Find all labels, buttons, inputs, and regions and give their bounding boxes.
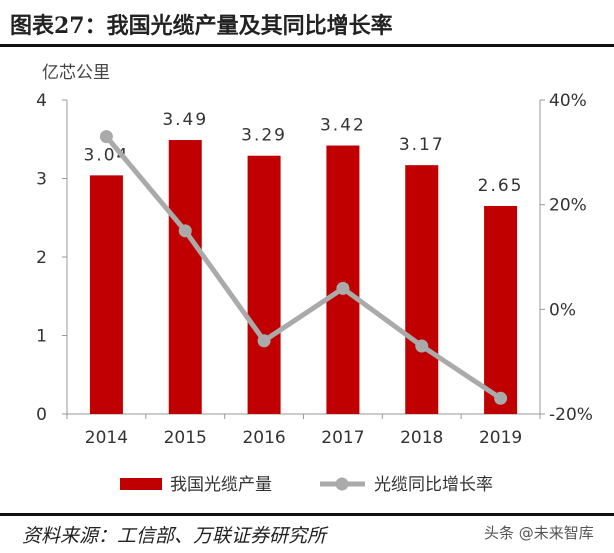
y-tick-label: 1 [36, 327, 47, 347]
bar-data-label: 3.42 [320, 116, 366, 136]
legend-line-label: 光缆同比增长率 [374, 475, 493, 495]
legend: 我国光缆产量 光缆同比增长率 [120, 475, 493, 495]
y2-tick-label: 20% [549, 196, 587, 216]
y2-tick-label: 40% [549, 91, 587, 111]
x-tick-label: 2019 [479, 428, 522, 448]
title-bar: 图表27：我国光缆产量及其同比增长率 [0, 0, 614, 47]
y2-tick-label: 0% [549, 300, 576, 320]
chart-title: 图表27：我国光缆产量及其同比增长率 [10, 13, 393, 39]
x-tick-label: 2014 [85, 428, 128, 448]
y-tick-label: 2 [36, 248, 47, 268]
bar-data-label: 3.29 [241, 126, 287, 146]
legend-line-marker [335, 477, 349, 491]
growth-line-point [494, 391, 508, 405]
bars [89, 140, 518, 415]
footer-divider [0, 513, 614, 516]
y-tick-label: 0 [36, 405, 47, 425]
growth-line-point [257, 334, 271, 348]
growth-line-point [178, 224, 192, 238]
growth-line [99, 130, 508, 405]
growth-line-point [415, 339, 429, 353]
chart: 亿芯公里 0 1 2 3 4 -20% 0% 20% 40% 2014 2015 2016 2017 20… [36, 63, 593, 495]
y2-tick-label: -20% [549, 405, 593, 425]
bar-data-label: 3.49 [162, 110, 208, 130]
growth-line-path [104, 135, 502, 401]
bar [484, 205, 518, 414]
bar-labels: 3.043.493.293.423.172.65 [83, 110, 524, 196]
bar [168, 140, 202, 414]
bar-data-label: 3.17 [399, 135, 445, 155]
y-tick-label: 4 [36, 91, 47, 111]
bar [326, 145, 360, 414]
growth-line-point [336, 281, 350, 295]
watermark: 头条 @未来智库 [484, 524, 594, 542]
x-tick-label: 2018 [400, 428, 443, 448]
legend-bar-label: 我国光缆产量 [170, 475, 272, 495]
bar [247, 155, 281, 415]
growth-line-point [99, 130, 113, 144]
x-tick-label: 2017 [321, 428, 364, 448]
bar-data-label: 2.65 [478, 176, 524, 196]
y-tick-label: 3 [36, 170, 47, 190]
legend-bar-swatch [120, 478, 162, 490]
x-tick-label: 2016 [242, 428, 285, 448]
bar [405, 165, 439, 414]
x-tick-label: 2015 [164, 428, 207, 448]
source-note: 资料来源：工信部、万联证券研究所 [22, 525, 327, 547]
bar [89, 175, 123, 414]
axes: 0 1 2 3 4 -20% 0% 20% 40% 2014 2015 2016 2017 2018 201… [36, 91, 593, 448]
y-axis-title: 亿芯公里 [42, 63, 110, 83]
